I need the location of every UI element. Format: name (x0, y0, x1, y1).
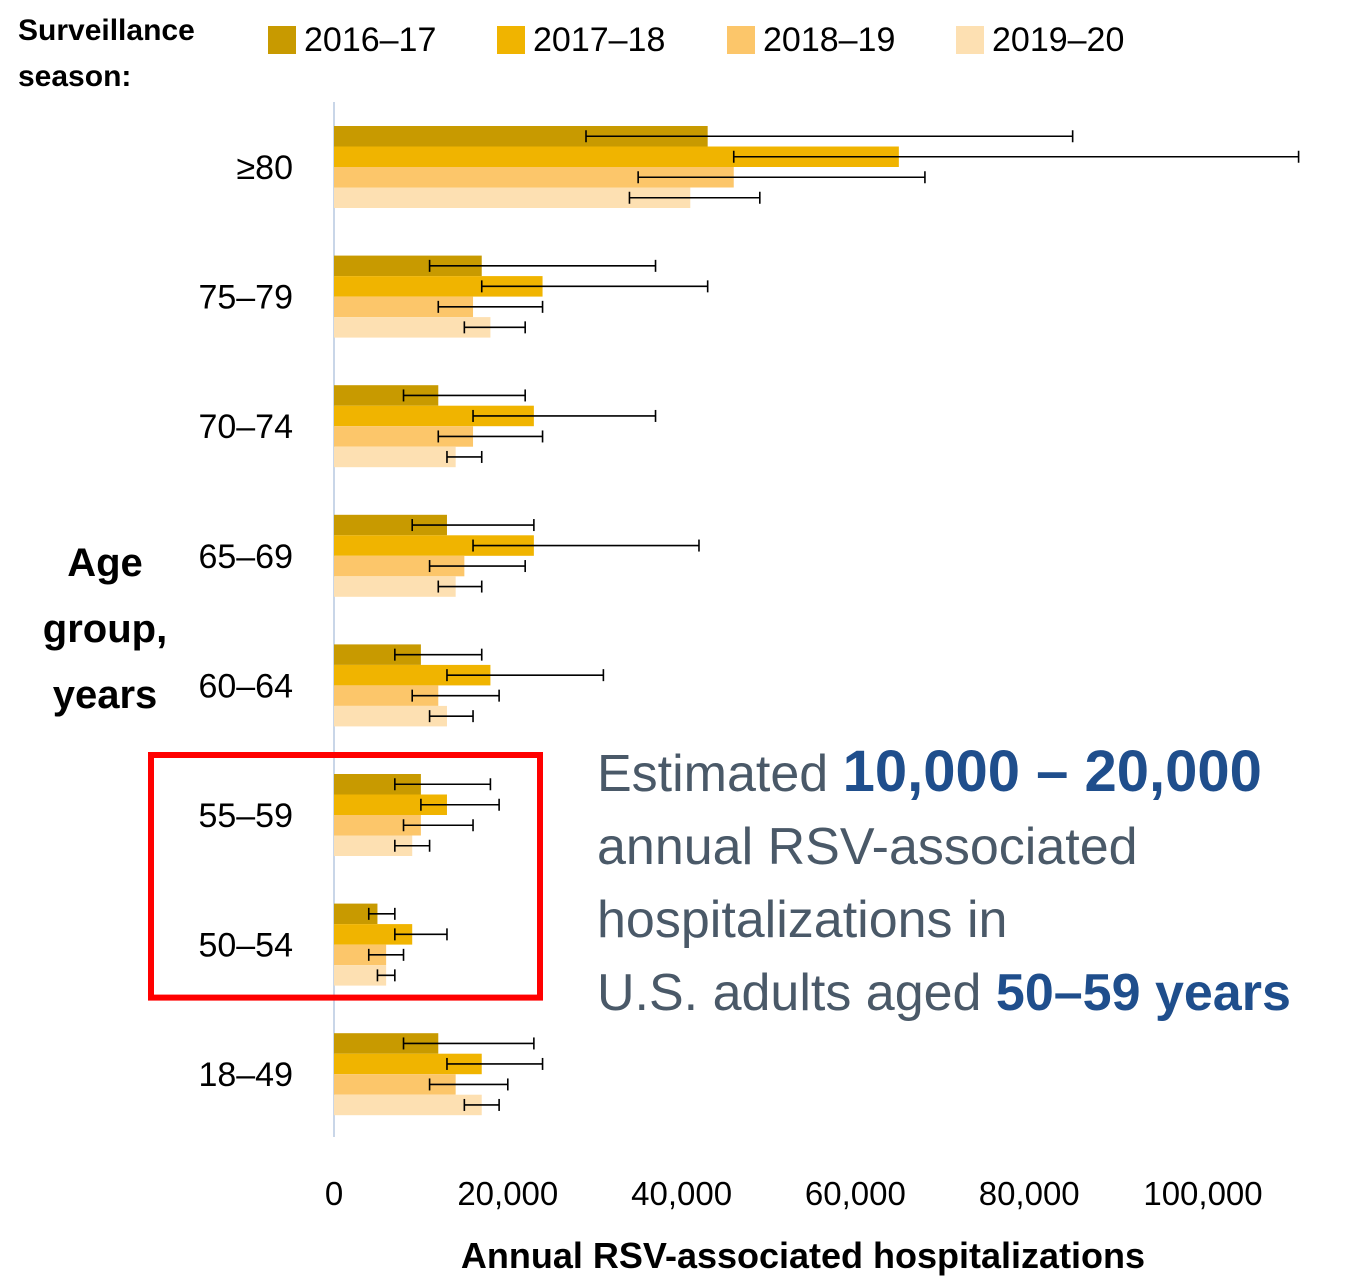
x-tick-label-5: 100,000 (1143, 1175, 1262, 1212)
category-label-70-74: 70–74 (198, 408, 293, 446)
legend-swatch-2019-20 (956, 26, 984, 54)
legend-label-2019-20: 2019–20 (992, 20, 1125, 59)
category-label--80: ≥80 (237, 149, 293, 187)
legend-swatch-2017-18 (497, 26, 525, 54)
legend-item-2019-20: 2019–20 (956, 20, 1124, 60)
bar-70-74-2019-20 (334, 446, 456, 468)
x-tick-label-1: 20,000 (457, 1175, 558, 1212)
callout-line3: hospitalizations in (597, 891, 1008, 949)
bar-65-69-2017-18 (334, 535, 534, 556)
callout-estimated: Estimated (597, 745, 843, 803)
callout-aged: U.S. adults aged (597, 964, 996, 1022)
bar-50-54-2019-20 (334, 965, 387, 986)
y-axis-title-line3: years (52, 673, 158, 717)
legend-title-line1: Surveillance (18, 14, 195, 47)
y-axis-title-line2: group, (42, 607, 168, 651)
bar-75-79-2019-20 (334, 317, 491, 338)
bar--80-2017-18 (334, 146, 899, 167)
x-tick-label-0: 0 (325, 1175, 343, 1212)
bar-50-54-2018-19 (334, 944, 387, 966)
legend-swatch-2016-17 (268, 26, 296, 54)
legend-item-2017-18: 2017–18 (497, 20, 665, 60)
legend-label-2017-18: 2017–18 (533, 20, 666, 59)
bar-65-69-2018-19 (334, 555, 465, 577)
legend-label-2016-17: 2016–17 (304, 20, 437, 59)
category-label-65-69: 65–69 (198, 538, 293, 576)
bar-50-54-2016-17 (334, 903, 378, 925)
legend: Surveillance season: 2016–17 2017–18 201… (0, 0, 1361, 110)
y-axis-title-line1: Age (67, 541, 143, 585)
bar-18-49-2019-20 (334, 1094, 482, 1116)
category-label-75-79: 75–79 (198, 279, 293, 317)
bar-50-54-2017-18 (334, 924, 413, 945)
bar-55-59-2017-18 (334, 794, 447, 815)
bar-55-59-2018-19 (334, 815, 421, 836)
bar-70-74-2016-17 (334, 385, 439, 406)
category-label-18-49: 18–49 (198, 1056, 293, 1094)
x-axis-title: Annual RSV-associated hospitalizations (461, 1235, 1145, 1276)
bar-18-49-2017-18 (334, 1053, 482, 1075)
category-label-55-59: 55–59 (198, 797, 293, 835)
callout-line2: annual RSV-associated (597, 818, 1138, 876)
bar-75-79-2017-18 (334, 276, 543, 297)
legend-item-2016-17: 2016–17 (268, 20, 436, 60)
bar-18-49-2018-19 (334, 1074, 456, 1095)
callout-age-range: 50–59 years (995, 964, 1291, 1022)
bar-55-59-2016-17 (334, 774, 421, 795)
bar--80-2016-17 (334, 126, 708, 147)
x-tick-label-3: 60,000 (805, 1175, 906, 1212)
bar-65-69-2019-20 (334, 576, 456, 597)
bar-70-74-2017-18 (334, 405, 534, 427)
callout-line1: Estimated 10,000 – 20,000 (597, 735, 1357, 811)
x-tick-label-2: 40,000 (631, 1175, 732, 1212)
callout-line4: U.S. adults aged 50–59 years (597, 957, 1357, 1030)
legend-item-2018-19: 2018–19 (727, 20, 895, 60)
legend-title: Surveillance season: (18, 8, 195, 100)
bar-75-79-2016-17 (334, 255, 482, 277)
bar-60-64-2016-17 (334, 644, 421, 665)
callout-range: 10,000 – 20,000 (842, 739, 1262, 804)
legend-label-2018-19: 2018–19 (763, 20, 896, 59)
bar-60-64-2017-18 (334, 664, 491, 686)
bar--80-2018-19 (334, 167, 734, 188)
category-label-60-64: 60–64 (198, 667, 293, 705)
x-tick-label-4: 80,000 (979, 1175, 1080, 1212)
bar-55-59-2019-20 (334, 835, 413, 856)
legend-swatch-2018-19 (727, 26, 755, 54)
bar-18-49-2016-17 (334, 1033, 439, 1054)
y-axis-title: Age group, years (25, 530, 185, 728)
legend-title-line2: season: (18, 60, 132, 93)
highlight-box (148, 752, 543, 1001)
callout-text: Estimated 10,000 – 20,000 annual RSV-ass… (597, 735, 1357, 1030)
bar--80-2019-20 (334, 187, 691, 208)
bar-65-69-2016-17 (334, 514, 447, 536)
bar-60-64-2019-20 (334, 705, 447, 727)
category-label-50-54: 50–54 (198, 927, 293, 965)
